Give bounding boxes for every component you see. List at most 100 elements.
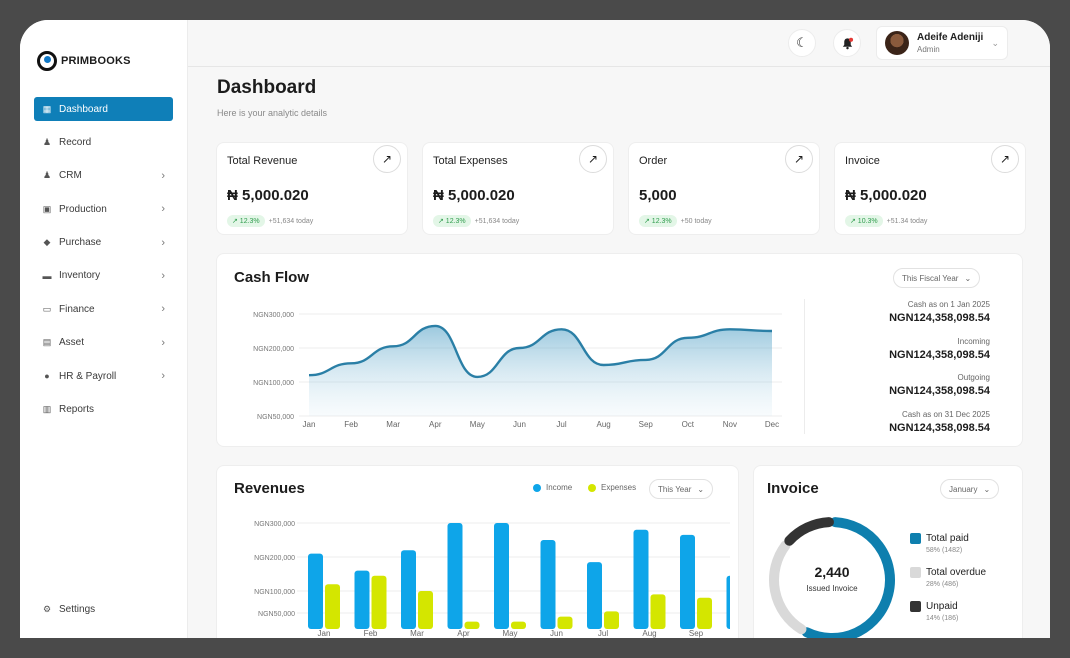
settings-label: Settings: [59, 604, 96, 615]
sidebar-item-label: Dashboard: [59, 103, 108, 115]
stat-footer: ↗ 12.3% +51,634 today: [227, 215, 313, 227]
sidebar-item-label: HR & Payroll: [59, 370, 117, 382]
notifications-button[interactable]: [833, 29, 861, 57]
x-tick-label: Jun: [550, 629, 563, 638]
sidebar-item-label: Record: [59, 136, 92, 148]
x-tick-label: Feb: [344, 420, 358, 429]
bar-income: [447, 523, 463, 629]
brand-name: PRIMBOOKS: [61, 55, 131, 67]
open-stat-button[interactable]: ↗: [373, 145, 401, 173]
change-badge: ↗ 12.3%: [433, 215, 471, 227]
x-tick-label: Jul: [598, 629, 608, 638]
bar-expenses: [557, 616, 573, 629]
invoice-card: Invoice January ⌄ 2,440 Issued Invoice T…: [753, 465, 1023, 638]
user-name: Adeife Adeniji: [917, 32, 984, 43]
chevron-right-icon: ›: [161, 336, 165, 349]
bar-expenses: [604, 611, 619, 629]
legend-swatch: [910, 533, 921, 544]
topbar: ☾ Adeife Adeniji Admin ⌄: [188, 20, 1050, 67]
sidebar-item-finance[interactable]: ▭ Finance ›: [34, 297, 173, 321]
invoice-total-label: Issued Invoice: [806, 584, 858, 593]
logo-mark-icon: [37, 51, 57, 71]
cashflow-summary-item: Outgoing NGN124,358,098.54: [889, 373, 990, 397]
chevron-down-icon: ⌄: [991, 37, 999, 48]
divider: [804, 299, 805, 434]
stat-note: +51.34 today: [886, 217, 928, 225]
sidebar-item-hr-payroll[interactable]: ● HR & Payroll ›: [34, 364, 173, 388]
sidebar-item-record[interactable]: ♟ Record: [34, 130, 173, 154]
bar-expenses: [464, 621, 480, 629]
bar-expenses: [650, 594, 666, 629]
stat-note: +51,634 today: [268, 217, 314, 225]
invoice-period-dropdown[interactable]: January ⌄: [940, 479, 1000, 499]
tag-icon: ◆: [43, 237, 51, 248]
sidebar-item-label: Inventory: [59, 270, 101, 282]
arrow-up-right-icon: ↗: [381, 152, 393, 166]
legend-swatch: [910, 567, 921, 578]
arrow-up-right-icon: ↗: [587, 152, 599, 166]
people-icon: ●: [44, 371, 50, 382]
open-stat-button[interactable]: ↗: [991, 145, 1019, 173]
invoice-center: 2,440 Issued Invoice: [762, 564, 902, 593]
sidebar-item-settings[interactable]: ⚙ Settings: [42, 604, 95, 615]
summary-label: Incoming: [957, 336, 990, 346]
sidebar-item-crm[interactable]: ♟ CRM ›: [34, 164, 173, 188]
crm-icon: ♟: [42, 170, 52, 181]
bar-income: [354, 570, 370, 629]
legend-sub: 14% (186): [926, 615, 959, 622]
factory-icon: ▣: [42, 203, 52, 214]
x-tick-label: Aug: [597, 420, 611, 429]
stat-title: Total Revenue: [227, 155, 298, 167]
logo[interactable]: PRIMBOOKS: [37, 51, 131, 71]
sidebar-item-label: Production: [59, 203, 107, 215]
bar-income: [494, 523, 509, 629]
stat-footer: ↗ 12.3% +50 today: [639, 215, 712, 227]
sidebar: PRIMBOOKS ▦ Dashboard ♟ Record ♟ CRM › ▣ Product…: [20, 20, 188, 638]
sidebar-item-inventory[interactable]: ▬ Inventory ›: [34, 264, 173, 288]
user-menu[interactable]: Adeife Adeniji Admin ⌄: [876, 26, 1008, 60]
stat-title: Invoice: [845, 155, 880, 167]
cashflow-summary-item: Cash as on 31 Dec 2025 NGN124,358,098.54: [889, 410, 990, 434]
stat-card: Order ↗ 5,000 ↗ 12.3% +50 today: [628, 142, 820, 235]
open-stat-button[interactable]: ↗: [785, 145, 813, 173]
cashflow-period-dropdown[interactable]: This Fiscal Year ⌄: [893, 268, 981, 288]
chevron-right-icon: ›: [161, 236, 165, 249]
open-stat-button[interactable]: ↗: [579, 145, 607, 173]
sidebar-item-label: Asset: [59, 337, 85, 349]
legend-item-expenses: Expenses: [588, 483, 636, 492]
stat-title: Order: [639, 155, 668, 167]
cashflow-title: Cash Flow: [234, 269, 310, 286]
invoice-legend-item: Total paid 58% (1482): [910, 533, 986, 554]
sidebar-item-reports[interactable]: ▥ Reports: [34, 398, 173, 422]
stat-card: Total Expenses ↗ ₦ 5,000.020 ↗ 12.3% +51,634…: [422, 142, 614, 235]
x-tick-label: Nov: [723, 420, 737, 429]
summary-value: NGN124,358,098.54: [889, 421, 990, 434]
legend-sub: 28% (486): [926, 581, 959, 588]
x-tick-label: Oct: [682, 420, 695, 429]
page-title: Dashboard: [217, 77, 317, 98]
app-window: PRIMBOOKS ▦ Dashboard ♟ Record ♟ CRM › ▣ Product…: [20, 20, 1050, 638]
stat-value: 5,000: [639, 187, 677, 204]
box-icon: ▬: [42, 270, 52, 281]
donut-slice-total-overdue: [769, 540, 807, 635]
x-tick-label: Dec: [765, 420, 779, 429]
record-icon: ♟: [42, 136, 52, 147]
x-tick-label: Sep: [639, 420, 654, 429]
sidebar-item-asset[interactable]: ▤ Asset ›: [34, 331, 173, 355]
page-subtitle: Here is your analytic details: [217, 108, 328, 118]
summary-label: Cash as on 31 Dec 2025: [901, 409, 990, 419]
revenues-period-dropdown[interactable]: This Year ⌄: [649, 479, 714, 499]
cashflow-card: Cash Flow This Fiscal Year ⌄ NGN300,000 N…: [216, 253, 1023, 447]
bar-income: [726, 575, 730, 629]
theme-toggle-button[interactable]: ☾: [788, 29, 816, 57]
invoice-period-label: January: [949, 484, 978, 494]
bar-income: [587, 562, 602, 629]
x-tick-label: Apr: [429, 420, 442, 429]
sidebar-item-dashboard[interactable]: ▦ Dashboard: [34, 97, 173, 121]
sidebar-item-production[interactable]: ▣ Production ›: [34, 197, 173, 221]
summary-label: Cash as on 1 Jan 2025: [907, 300, 990, 309]
change-badge: ↗ 10.3%: [845, 215, 883, 227]
sidebar-item-purchase[interactable]: ◆ Purchase ›: [34, 231, 173, 255]
summary-value: NGN124,358,098.54: [889, 312, 990, 324]
chevron-down-icon: ⌄: [964, 273, 972, 283]
